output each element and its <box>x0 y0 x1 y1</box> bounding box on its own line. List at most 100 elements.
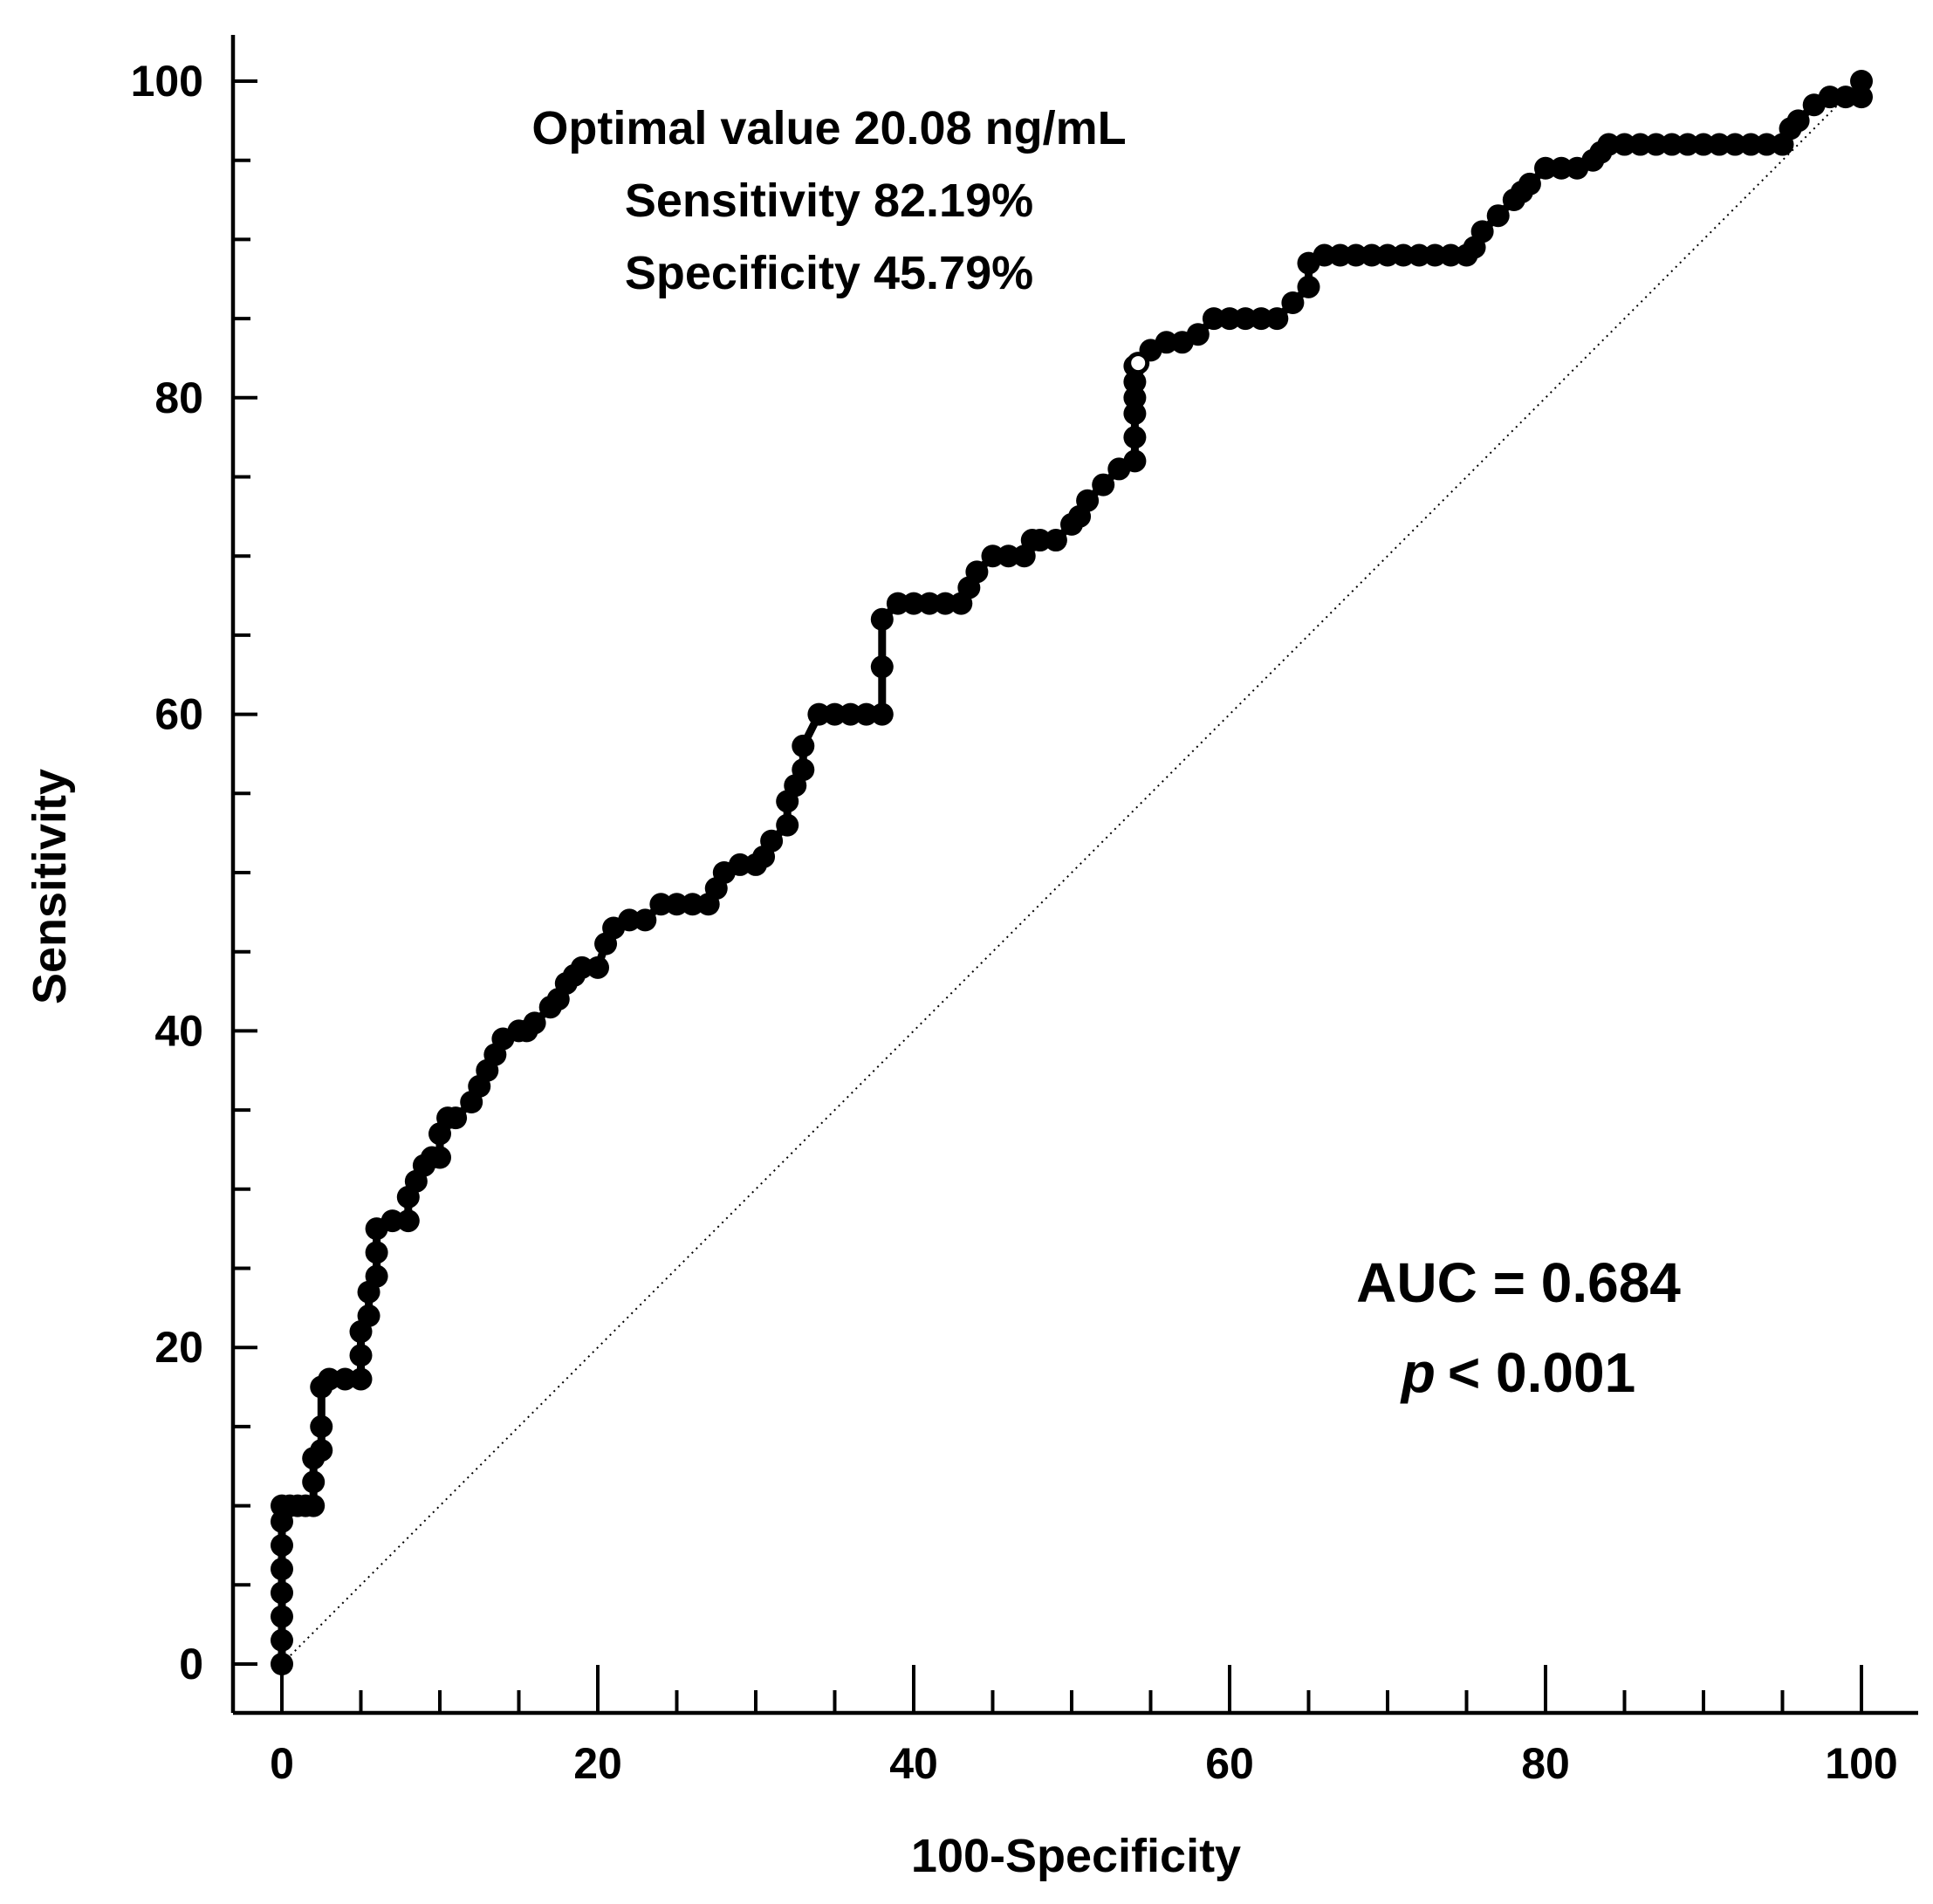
roc-point <box>870 655 894 679</box>
reference-diagonal-line <box>281 80 1862 1665</box>
p-value-text: < 0.001 <box>1448 1341 1635 1404</box>
roc-point <box>1724 133 1747 156</box>
roc-point <box>1218 307 1241 331</box>
roc-point <box>1155 331 1178 354</box>
roc-point <box>1470 220 1494 243</box>
x-tick-label: 60 <box>1205 1739 1254 1788</box>
roc-point <box>1313 243 1336 267</box>
roc-point <box>365 1264 388 1288</box>
roc-point <box>1123 401 1147 425</box>
roc-point <box>586 955 609 979</box>
roc-point <box>1644 133 1668 156</box>
roc-point <box>823 702 847 726</box>
roc-point <box>760 829 784 853</box>
roc-point <box>1028 529 1052 552</box>
roc-point <box>792 758 815 782</box>
roc-point <box>918 592 942 615</box>
x-tick-label: 40 <box>889 1739 938 1788</box>
roc-point <box>1692 133 1715 156</box>
roc-point <box>1708 133 1731 156</box>
roc-point <box>1786 109 1810 133</box>
y-axis-title: Sensitivity <box>24 769 76 1004</box>
roc-curve-points <box>271 70 1873 1675</box>
roc-point <box>1123 426 1147 449</box>
roc-point <box>1376 243 1399 267</box>
roc-point <box>349 1344 373 1367</box>
roc-point <box>1423 243 1447 267</box>
annotation-p-value: p < 0.001 <box>1400 1341 1635 1404</box>
roc-point <box>634 908 657 932</box>
x-tick-label: 80 <box>1521 1739 1570 1788</box>
x-tick-label: 0 <box>270 1739 294 1788</box>
roc-point <box>318 1367 341 1391</box>
x-axis-title: 100-Specificity <box>911 1830 1241 1882</box>
roc-point <box>1613 133 1636 156</box>
roc-point <box>870 607 894 631</box>
x-tick-label: 20 <box>573 1739 622 1788</box>
y-tick-label: 20 <box>154 1323 203 1372</box>
roc-point <box>839 702 862 726</box>
roc-point <box>570 955 593 979</box>
roc-point <box>1834 86 1857 109</box>
roc-point <box>1534 156 1557 180</box>
roc-point <box>728 853 751 876</box>
roc-point <box>681 893 704 916</box>
y-tick-label: 0 <box>179 1640 203 1688</box>
roc-point <box>1518 172 1541 195</box>
roc-point <box>271 1605 293 1628</box>
roc-point <box>1234 307 1258 331</box>
roc-point <box>1092 473 1115 497</box>
roc-point <box>333 1367 357 1391</box>
roc-point <box>1486 204 1510 228</box>
roc-point <box>1044 529 1067 552</box>
roc-point <box>380 1209 404 1233</box>
roc-point <box>271 1653 293 1675</box>
roc-point <box>792 734 815 757</box>
roc-point <box>349 1367 373 1391</box>
roc-point <box>1123 449 1147 473</box>
roc-point <box>1265 307 1289 331</box>
roc-point <box>1850 86 1873 109</box>
roc-point <box>807 702 831 726</box>
roc-point <box>854 702 878 726</box>
roc-point <box>1123 386 1147 409</box>
roc-point <box>1818 86 1841 109</box>
roc-point <box>1076 489 1100 512</box>
roc-point <box>1439 243 1463 267</box>
roc-point <box>870 702 894 726</box>
roc-point <box>271 1581 293 1605</box>
y-tick-label: 80 <box>154 373 203 422</box>
roc-point <box>357 1304 380 1327</box>
optimal-cutoff-point <box>1128 353 1149 374</box>
roc-point <box>649 893 673 916</box>
roc-point <box>1392 243 1415 267</box>
roc-point <box>981 544 1004 568</box>
y-tick-label: 100 <box>131 57 203 106</box>
roc-point <box>965 560 989 584</box>
roc-point <box>523 1011 546 1035</box>
roc-point <box>271 1628 293 1652</box>
roc-point <box>1202 307 1225 331</box>
roc-point <box>302 1494 326 1517</box>
roc-point <box>1297 275 1320 298</box>
roc-point <box>271 1558 293 1581</box>
annotation-specificity: Specificity 45.79% <box>625 247 1033 299</box>
roc-point <box>902 592 925 615</box>
y-tick-label: 60 <box>154 690 203 739</box>
roc-point <box>302 1470 326 1494</box>
roc-point <box>1186 323 1210 346</box>
roc-point <box>997 544 1020 568</box>
roc-point <box>1628 133 1652 156</box>
roc-point <box>1250 307 1273 331</box>
y-axis-ticks: 0 20 40 60 80 100 <box>131 57 257 1688</box>
annotation-sensitivity: Sensitivity 82.19% <box>625 175 1033 227</box>
roc-point <box>1597 133 1621 156</box>
roc-point <box>1850 70 1873 92</box>
roc-point <box>310 1439 333 1462</box>
roc-point <box>1550 156 1573 180</box>
roc-point <box>886 592 909 615</box>
annotation-optimal-value: Optimal value 20.08 ng/mL <box>531 102 1126 154</box>
roc-point <box>665 893 689 916</box>
roc-point <box>365 1241 388 1264</box>
